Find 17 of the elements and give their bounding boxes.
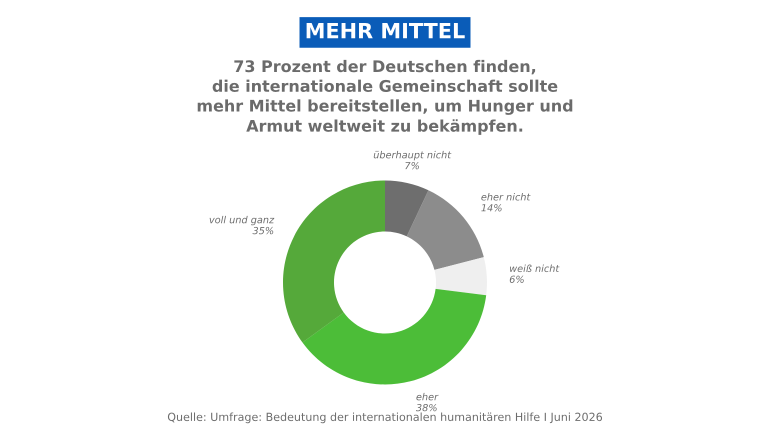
chart-title: MEHR MITTEL xyxy=(306,23,465,38)
data-label: 38% xyxy=(416,404,437,412)
donut-slice xyxy=(385,180,428,236)
chart-subtitle: 73 Prozent der Deutschen finden, die internationale Gemeinschaft sollte mehr Mittel bereitstellen, um Hunger und Armut weltweit zu bekämpfen. xyxy=(198,60,572,135)
data-label: 14% xyxy=(481,204,502,212)
source-note: Quelle: Umfrage: Bedeutung der internationalen humanitären Hilfe I Juni 2026 xyxy=(168,412,602,424)
slice-label: überhaupt nicht xyxy=(374,150,452,160)
data-label: 6% xyxy=(510,276,524,283)
donut-slice xyxy=(434,257,487,296)
slice-label: weiß nicht xyxy=(510,264,560,272)
data-label: 7% xyxy=(405,162,419,170)
donut-slice xyxy=(302,288,486,384)
donut-slice xyxy=(283,180,385,342)
slice-label: voll und ganz xyxy=(210,216,274,226)
slice-label: eher nicht xyxy=(481,193,531,201)
data-label: 35% xyxy=(252,226,274,234)
slice-label: eher xyxy=(416,392,439,400)
